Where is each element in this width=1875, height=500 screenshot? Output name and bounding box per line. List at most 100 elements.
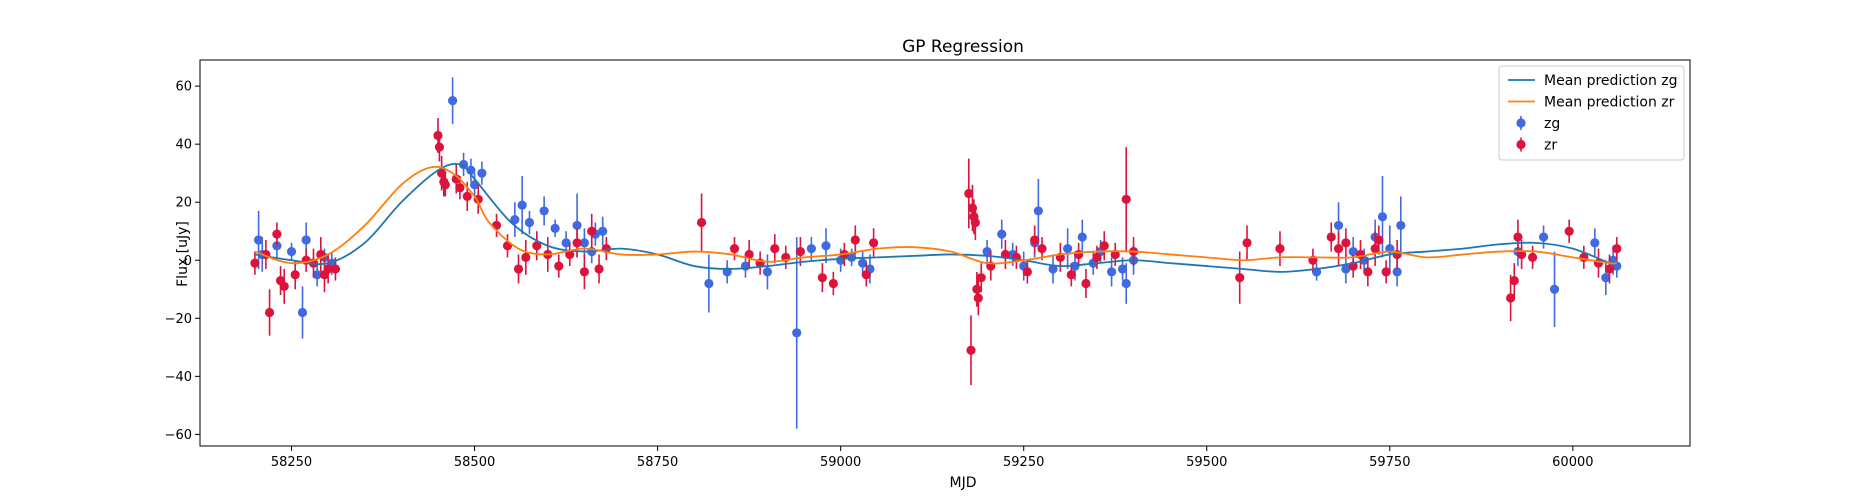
- data-point-zr: [770, 234, 780, 264]
- data-point-zr: [1030, 225, 1040, 255]
- data-point-zr: [513, 254, 524, 284]
- data-point-zg: [997, 219, 1007, 249]
- marker: [264, 307, 275, 318]
- x-tick-label: 58500: [454, 455, 495, 470]
- data-point-zr: [1604, 254, 1615, 284]
- marker: [1601, 273, 1611, 283]
- data-point-zr: [1341, 228, 1351, 258]
- marker: [448, 96, 458, 106]
- data-point-zr: [1121, 147, 1131, 252]
- chart-title: GP Regression: [902, 37, 1024, 57]
- data-point-zg: [1048, 254, 1058, 284]
- marker: [323, 264, 333, 274]
- x-tick-label: 58250: [271, 455, 312, 470]
- marker: [286, 246, 297, 257]
- data-point-zr: [1037, 237, 1047, 261]
- marker: [1063, 244, 1073, 254]
- data-point-zg: [722, 260, 732, 284]
- data-point-zg: [598, 216, 608, 246]
- marker: [1396, 220, 1406, 231]
- y-tick-label: 60: [175, 80, 192, 95]
- marker: [579, 238, 589, 248]
- x-tick-label: 59750: [1369, 455, 1410, 470]
- marker: [539, 206, 549, 216]
- marker: [762, 267, 773, 277]
- data-point-zr: [964, 158, 974, 229]
- data-point-zg: [297, 286, 308, 339]
- data-point-zg: [1396, 196, 1406, 255]
- data-point-zr: [554, 254, 564, 278]
- marker: [1066, 270, 1076, 280]
- marker: [1022, 267, 1032, 277]
- data-point-zr: [440, 173, 450, 197]
- marker: [1048, 264, 1058, 274]
- data-point-zr: [279, 268, 289, 304]
- marker: [770, 244, 780, 254]
- marker: [972, 284, 982, 294]
- data-point-zr: [1513, 219, 1523, 255]
- marker: [861, 270, 871, 280]
- marker: [517, 200, 527, 210]
- marker: [729, 244, 740, 254]
- marker: [1513, 232, 1523, 242]
- marker: [572, 238, 582, 248]
- marker: [744, 249, 754, 260]
- data-point-zg: [1601, 260, 1611, 296]
- x-tick-label: 59000: [820, 455, 861, 470]
- marker: [858, 258, 868, 268]
- marker: [1106, 267, 1117, 277]
- marker: [973, 293, 983, 303]
- data-point-zg: [704, 254, 714, 313]
- marker: [1275, 244, 1285, 254]
- marker: [997, 229, 1007, 239]
- data-point-zr: [861, 263, 871, 287]
- marker: [850, 235, 860, 245]
- legend-box: [1498, 65, 1685, 161]
- data-point-zg: [312, 263, 322, 287]
- marker: [572, 220, 582, 231]
- marker: [433, 130, 443, 141]
- marker: [521, 252, 531, 262]
- marker: [458, 159, 469, 170]
- data-point-zr: [1527, 245, 1538, 269]
- marker: [440, 180, 450, 190]
- data-point-zr: [1363, 257, 1373, 287]
- data-point-zr: [1516, 239, 1527, 269]
- marker: [301, 235, 311, 245]
- data-point-zr: [1326, 222, 1336, 252]
- x-tick-label: 58750: [637, 455, 678, 470]
- y-tick-label: −60: [165, 428, 192, 443]
- data-point-zr: [250, 251, 260, 275]
- marker: [1081, 278, 1091, 289]
- legend-marker-swatch: [1516, 118, 1526, 128]
- marker: [1341, 238, 1351, 248]
- data-point-zr: [301, 248, 311, 272]
- marker: [1242, 238, 1252, 248]
- x-axis-label: MJD: [950, 475, 977, 491]
- y-tick-label: −40: [165, 370, 192, 385]
- marker: [1074, 249, 1084, 260]
- data-point-zr: [970, 205, 980, 240]
- legend-label: zr: [1544, 138, 1557, 154]
- y-tick-label: 40: [175, 138, 192, 153]
- data-point-zr: [1579, 245, 1589, 269]
- data-point-zr: [594, 254, 604, 284]
- data-point-zg: [448, 77, 458, 124]
- data-point-zg: [1033, 178, 1043, 243]
- data-point-zr: [781, 245, 791, 269]
- marker: [579, 267, 589, 277]
- data-point-zr: [272, 222, 282, 246]
- marker: [513, 264, 524, 274]
- marker: [1527, 252, 1538, 262]
- marker: [1381, 267, 1391, 277]
- marker: [821, 241, 831, 251]
- marker: [966, 345, 976, 355]
- marker: [1341, 264, 1351, 274]
- marker: [1509, 275, 1519, 286]
- data-point-zr: [973, 280, 983, 316]
- mean-line-zr: [254, 165, 1617, 265]
- marker: [704, 278, 714, 289]
- data-point-zr: [869, 228, 879, 258]
- legend-item-mean-prediction-zg: Mean prediction zg: [1508, 73, 1678, 89]
